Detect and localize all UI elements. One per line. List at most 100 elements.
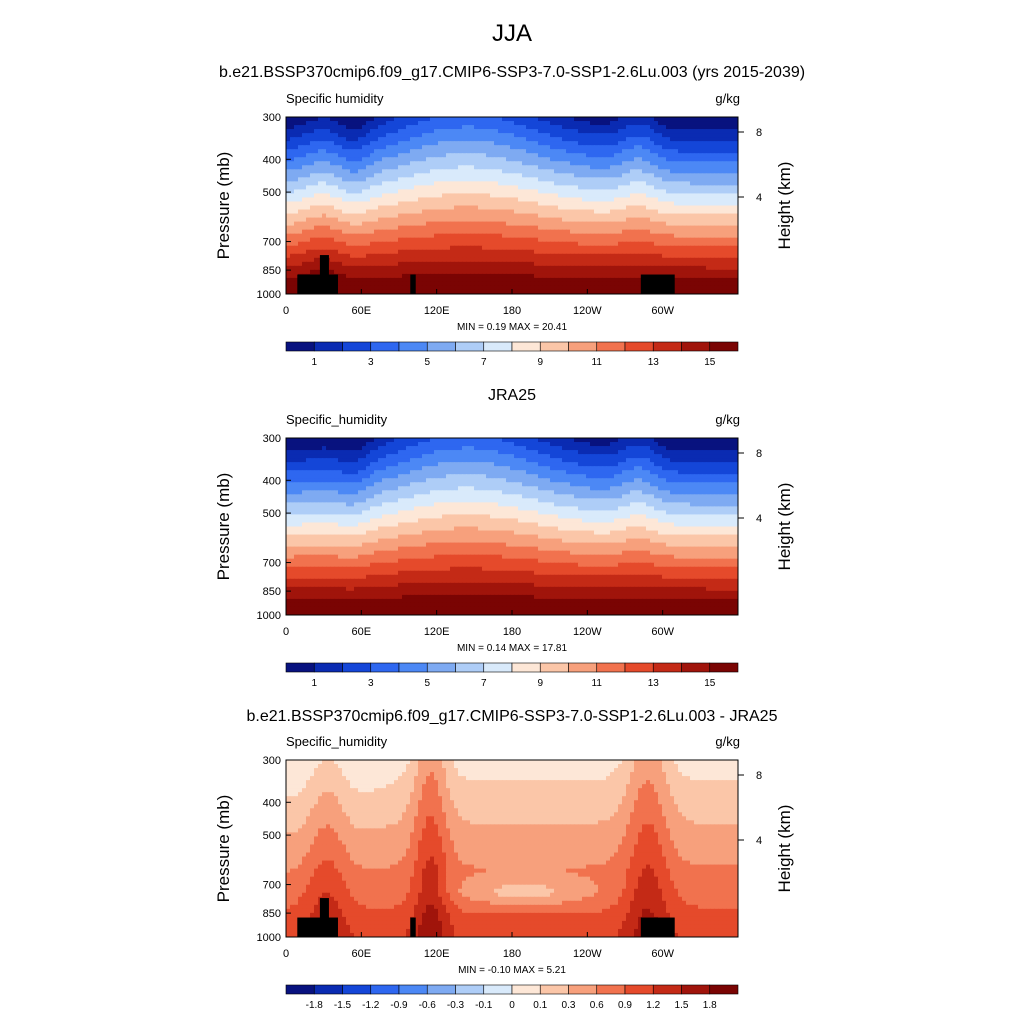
colorbar-box (399, 663, 427, 672)
terrain-block (410, 275, 415, 294)
terrain-block (641, 918, 675, 937)
colorbar-box (682, 985, 710, 994)
colorbar-box (710, 985, 738, 994)
colorbar-label: 15 (704, 357, 716, 368)
y2-tick-label: 8 (756, 127, 762, 139)
colorbar-box (286, 342, 314, 351)
colorbar-label: 13 (648, 678, 660, 689)
colorbar-label: 0.1 (533, 1000, 547, 1011)
x-tick-label: 60E (352, 948, 372, 960)
terrain-block (297, 275, 338, 294)
x-tick-label: 0 (283, 948, 289, 960)
colorbar-box (484, 342, 512, 351)
x-tick-label: 60W (651, 305, 674, 317)
panel-3-title: b.e21.BSSP370cmip6.f09_g17.CMIP6-SSP3-7.… (0, 708, 1024, 726)
y-tick-label: 400 (263, 797, 281, 809)
x-tick-label: 120W (573, 305, 602, 317)
colorbar-box (710, 342, 738, 351)
colorbar-box (597, 342, 625, 351)
panel-3-minmax: MIN = -0.10 MAX = 5.21 (286, 965, 738, 976)
colorbar-box (512, 342, 540, 351)
x-tick-label: 180 (503, 305, 521, 317)
x-tick-label: 0 (283, 305, 289, 317)
terrain-block (320, 255, 329, 294)
figure-title: JJA (0, 20, 1024, 48)
colorbar-label: 1 (311, 357, 317, 368)
colorbar-box (427, 342, 455, 351)
x-tick-label: 60W (651, 948, 674, 960)
colorbar-box (540, 663, 568, 672)
y2-axis-label: Height (km) (775, 162, 794, 250)
panel-2-title: JRA25 (0, 387, 1024, 405)
colorbar-box (371, 342, 399, 351)
x-tick-label: 120E (424, 948, 450, 960)
x-tick-label: 60E (352, 626, 372, 638)
y2-tick-label: 4 (756, 835, 762, 847)
y-tick-label: 500 (263, 830, 281, 842)
y-tick-label: 850 (263, 908, 281, 920)
colorbar-box (597, 985, 625, 994)
colorbar-box (625, 342, 653, 351)
colorbar-label: 0.3 (562, 1000, 576, 1011)
y-tick-label: 300 (263, 433, 281, 445)
colorbar-label: 5 (424, 357, 430, 368)
colorbar-box (399, 342, 427, 351)
panel-1-minmax: MIN = 0.19 MAX = 20.41 (286, 322, 738, 333)
y2-tick-label: 8 (756, 770, 762, 782)
colorbar-box (456, 985, 484, 994)
y2-tick-label: 4 (756, 513, 762, 525)
colorbar-label: 3 (368, 357, 374, 368)
terrain-block (320, 898, 329, 937)
colorbar-label: 0.6 (590, 1000, 604, 1011)
panel-2-minmax: MIN = 0.14 MAX = 17.81 (286, 643, 738, 654)
colorbar-label: 9 (537, 357, 543, 368)
y-tick-label: 500 (263, 187, 281, 199)
colorbar-box (484, 985, 512, 994)
y-axis-label: Pressure (mb) (214, 795, 233, 903)
colorbar-box (710, 663, 738, 672)
colorbar-label: 15 (704, 678, 716, 689)
x-tick-label: 60E (352, 305, 372, 317)
y-axis-label: Pressure (mb) (214, 473, 233, 581)
terrain-block (297, 918, 338, 937)
colorbar-label: -0.6 (419, 1000, 437, 1011)
colorbar-box (569, 663, 597, 672)
colorbar-label: 13 (648, 357, 660, 368)
y-tick-label: 400 (263, 154, 281, 166)
colorbar-box (427, 985, 455, 994)
y-axis-label: Pressure (mb) (214, 152, 233, 260)
y2-tick-label: 8 (756, 448, 762, 460)
terrain-block (410, 918, 415, 937)
colorbar-box (456, 342, 484, 351)
colorbar-box (653, 663, 681, 672)
colorbar-box (484, 663, 512, 672)
colorbar-label: -1.8 (306, 1000, 324, 1011)
field-layer (286, 438, 739, 616)
x-tick-label: 60W (651, 626, 674, 638)
colorbar-label: 1.8 (703, 1000, 717, 1011)
colorbar-label: 1 (311, 678, 317, 689)
y2-axis-label: Height (km) (775, 483, 794, 571)
y-tick-label: 500 (263, 508, 281, 520)
colorbar-box (286, 663, 314, 672)
colorbar-label: 1.5 (675, 1000, 689, 1011)
colorbar-box (512, 985, 540, 994)
colorbar-box (371, 663, 399, 672)
colorbar-label: 9 (537, 678, 543, 689)
y-tick-label: 850 (263, 586, 281, 598)
colorbar-label: 7 (481, 678, 487, 689)
colorbar-label: 11 (592, 357, 603, 368)
colorbar-label: 3 (368, 678, 374, 689)
y-tick-label: 700 (263, 880, 281, 892)
colorbar-box (625, 663, 653, 672)
colorbar-label: 5 (424, 678, 430, 689)
colorbar-box (456, 663, 484, 672)
colorbar-box (512, 663, 540, 672)
terrain-block (641, 275, 675, 294)
colorbar-label: -1.5 (334, 1000, 352, 1011)
colorbar-box (286, 985, 314, 994)
y-tick-label: 700 (263, 558, 281, 570)
colorbar-box (569, 342, 597, 351)
colorbar-box (625, 985, 653, 994)
